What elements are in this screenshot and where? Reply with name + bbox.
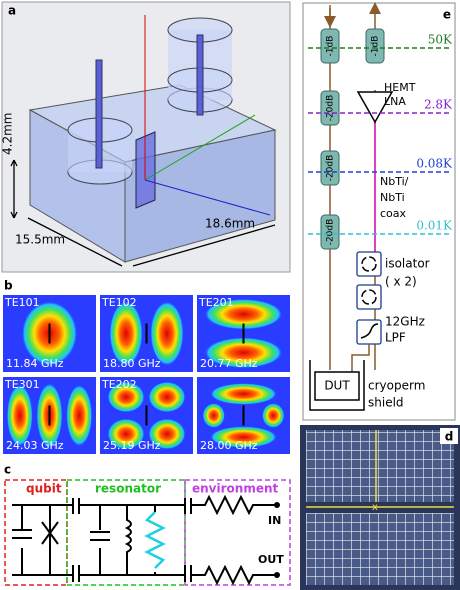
coax-label: NbTi [380,191,405,204]
panel-label: b [4,279,13,293]
panel-d: x d [300,425,460,590]
panel-b: b TE101 11.84 GHz TE102 18.80 GHz TE201 20.77… [3,279,290,454]
attenuator [320,150,340,186]
field-lobe [148,418,186,450]
mode-map: TE201 20.77 GHz [197,295,290,372]
field-lobe [210,383,277,405]
section-label: qubit [26,482,62,496]
panel-e: e DUT -1dB -20dB -20dB -20dB -1dB 50K 2.8K 0.08… [302,2,456,421]
amplifier-label: LNA [384,95,406,108]
stage-label: 50K [428,33,453,47]
isolator-label: isolator [385,257,430,271]
shield-label: shield [368,396,404,410]
mode-frequency: 11.84 GHz [6,357,64,370]
attenuator-label: -20dB [326,219,336,246]
field-lobe [262,403,285,428]
dut-label: DUT [324,379,350,393]
attenuator-label: -20dB [326,95,336,122]
mode-name: TE102 [101,296,137,309]
field-lobe [6,384,33,447]
port-label: IN [268,514,281,527]
field-lobe [148,381,186,413]
coax-label: coax [380,207,407,220]
dimension-label: 15.5mm [15,233,65,247]
dimension-label: 18.6mm [205,217,255,231]
panel-label: a [8,4,16,18]
isolator-label: ( x 2) [385,275,417,289]
field-lobe [150,301,184,366]
dimension-label: 4.2mm [1,113,15,155]
attenuator-label: -20dB [326,155,336,182]
attenuator [320,28,340,64]
stage-label: 2.8K [424,98,453,112]
port-label: OUT [258,553,284,566]
panel-a: a 4.2mm 18.6mm 15.5mm [1,1,291,273]
mode-map: 28.00 GHz [197,377,290,454]
panel-label: d [445,430,454,444]
attenuator [365,28,385,64]
attenuator [320,214,340,250]
coax-label: NbTi/ [380,175,409,188]
field-lobe [210,426,277,448]
stage-label: 0.01K [416,219,453,233]
mode-frequency: 28.00 GHz [200,439,258,452]
mode-map: TE101 11.84 GHz [3,295,96,372]
mode-name: TE101 [4,296,40,309]
filter-label: 12GHz [385,315,425,329]
field-lobe [107,381,145,413]
mode-frequency: 25.19 GHz [103,439,161,452]
mode-frequency: 24.03 GHz [6,439,64,452]
field-lobe [66,384,93,447]
amplifier-label: HEMT [384,81,416,94]
mode-frequency: 20.77 GHz [200,357,258,370]
mode-name: TE201 [198,296,234,309]
attenuator [320,90,340,126]
panel-label: c [4,463,11,477]
field-lobe [109,301,143,366]
filter-label: LPF [385,331,406,345]
field-lobe [204,298,283,330]
mode-map: TE301 24.03 GHz [3,377,96,454]
mode-map: TE202 25.19 GHz [100,377,193,454]
attenuator-label: -1dB [326,36,336,57]
shield-label: cryoperm [368,379,425,393]
svg-text:x: x [372,502,378,513]
field-lobe [204,337,283,369]
field-lobe [107,418,145,450]
mode-name: TE202 [101,378,137,391]
field-lobe [202,403,225,428]
mode-frequency: 18.80 GHz [103,357,161,370]
section-label: environment [192,482,279,496]
attenuator-label: -1dB [371,36,381,57]
mode-map: TE102 18.80 GHz [100,295,193,372]
section-label: resonator [95,482,161,496]
stage-label: 0.08K [416,157,453,171]
mode-name: TE301 [4,378,40,391]
panel-c: c qubit resonator environment IN OUT [4,463,291,586]
panel-label: e [443,8,451,22]
